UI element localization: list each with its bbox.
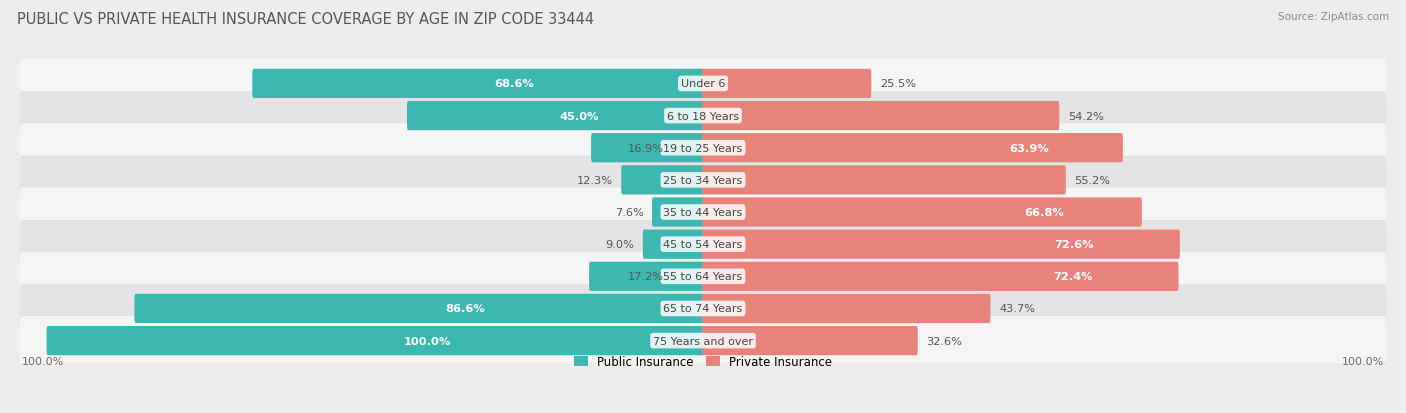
Text: 55.2%: 55.2% (1074, 176, 1111, 185)
Text: 68.6%: 68.6% (495, 79, 534, 89)
FancyBboxPatch shape (702, 198, 1142, 227)
FancyBboxPatch shape (20, 220, 1386, 269)
Text: 32.6%: 32.6% (927, 336, 962, 346)
Text: 45.0%: 45.0% (560, 111, 599, 121)
Text: 75 Years and over: 75 Years and over (652, 336, 754, 346)
Text: 16.9%: 16.9% (628, 143, 664, 153)
Text: 9.0%: 9.0% (606, 240, 634, 249)
FancyBboxPatch shape (702, 326, 918, 355)
Text: 12.3%: 12.3% (576, 176, 613, 185)
FancyBboxPatch shape (20, 92, 1386, 141)
FancyBboxPatch shape (135, 294, 704, 323)
FancyBboxPatch shape (589, 262, 704, 291)
Text: 6 to 18 Years: 6 to 18 Years (666, 111, 740, 121)
FancyBboxPatch shape (20, 284, 1386, 333)
Text: 86.6%: 86.6% (444, 304, 485, 314)
Text: 100.0%: 100.0% (404, 336, 451, 346)
FancyBboxPatch shape (20, 252, 1386, 301)
FancyBboxPatch shape (252, 70, 704, 99)
Text: 17.2%: 17.2% (627, 272, 664, 282)
Text: 66.8%: 66.8% (1025, 207, 1064, 218)
Text: 7.6%: 7.6% (614, 207, 644, 218)
Text: 54.2%: 54.2% (1069, 111, 1104, 121)
Text: 19 to 25 Years: 19 to 25 Years (664, 143, 742, 153)
Text: 25 to 34 Years: 25 to 34 Years (664, 176, 742, 185)
Text: 43.7%: 43.7% (1000, 304, 1035, 314)
FancyBboxPatch shape (702, 134, 1123, 163)
Text: 35 to 44 Years: 35 to 44 Years (664, 207, 742, 218)
FancyBboxPatch shape (702, 102, 1059, 131)
Text: 72.4%: 72.4% (1053, 272, 1092, 282)
FancyBboxPatch shape (46, 326, 704, 355)
Text: 45 to 54 Years: 45 to 54 Years (664, 240, 742, 249)
FancyBboxPatch shape (702, 262, 1178, 291)
FancyBboxPatch shape (20, 316, 1386, 365)
FancyBboxPatch shape (591, 134, 704, 163)
Legend: Public Insurance, Private Insurance: Public Insurance, Private Insurance (569, 351, 837, 373)
Text: 72.6%: 72.6% (1054, 240, 1094, 249)
FancyBboxPatch shape (652, 198, 704, 227)
FancyBboxPatch shape (20, 60, 1386, 109)
FancyBboxPatch shape (621, 166, 704, 195)
FancyBboxPatch shape (702, 70, 872, 99)
FancyBboxPatch shape (702, 294, 990, 323)
Text: 25.5%: 25.5% (880, 79, 915, 89)
Text: Source: ZipAtlas.com: Source: ZipAtlas.com (1278, 12, 1389, 22)
Text: 100.0%: 100.0% (21, 356, 63, 366)
FancyBboxPatch shape (702, 230, 1180, 259)
FancyBboxPatch shape (20, 188, 1386, 237)
Text: 63.9%: 63.9% (1010, 143, 1049, 153)
Text: Under 6: Under 6 (681, 79, 725, 89)
FancyBboxPatch shape (643, 230, 704, 259)
FancyBboxPatch shape (20, 124, 1386, 173)
Text: PUBLIC VS PRIVATE HEALTH INSURANCE COVERAGE BY AGE IN ZIP CODE 33444: PUBLIC VS PRIVATE HEALTH INSURANCE COVER… (17, 12, 593, 27)
Text: 55 to 64 Years: 55 to 64 Years (664, 272, 742, 282)
Text: 100.0%: 100.0% (1343, 356, 1385, 366)
FancyBboxPatch shape (406, 102, 704, 131)
FancyBboxPatch shape (702, 166, 1066, 195)
FancyBboxPatch shape (20, 156, 1386, 205)
Text: 65 to 74 Years: 65 to 74 Years (664, 304, 742, 314)
